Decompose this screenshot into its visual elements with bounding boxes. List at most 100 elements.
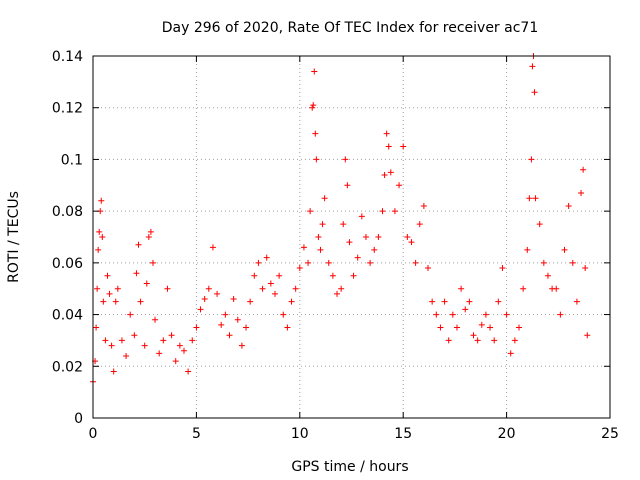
data-point (561, 246, 568, 253)
x-tick-label: 25 (601, 426, 619, 442)
data-point (137, 298, 144, 305)
data-point (396, 182, 403, 189)
data-point (381, 171, 388, 178)
data-point (354, 254, 361, 261)
data-point (313, 156, 320, 163)
data-point (247, 298, 254, 305)
data-point (516, 324, 523, 331)
data-point (526, 195, 533, 202)
data-point (99, 234, 106, 240)
data-point (106, 290, 113, 297)
data-point (540, 259, 547, 266)
plot-border (92, 55, 611, 419)
data-point (160, 337, 167, 344)
data-point (267, 280, 274, 287)
data-point (578, 190, 585, 197)
x-tick-label: 15 (394, 426, 412, 442)
data-point (147, 228, 154, 235)
data-point (205, 285, 212, 292)
data-point (305, 259, 312, 266)
data-point (98, 197, 105, 204)
data-point (580, 166, 587, 173)
data-point (280, 311, 287, 318)
data-point (584, 332, 591, 339)
data-point (243, 324, 250, 331)
x-tick-label: 10 (291, 426, 309, 442)
data-point (164, 285, 171, 292)
data-point (288, 298, 295, 305)
data-point (553, 285, 560, 292)
data-point (565, 202, 572, 209)
data-point (344, 182, 351, 189)
data-point (334, 290, 341, 297)
data-point (251, 272, 258, 279)
data-point (141, 342, 148, 349)
data-point (259, 285, 266, 292)
chart-title: Day 296 of 2020, Rate Of TEC Index for r… (162, 20, 538, 36)
y-tick-label: 0.14 (52, 49, 83, 65)
data-point (104, 272, 111, 279)
data-point (391, 208, 398, 215)
data-point (180, 347, 187, 354)
data-point (482, 311, 489, 318)
data-point (569, 259, 576, 266)
data-point (529, 63, 536, 70)
data-point (573, 298, 580, 305)
data-point (358, 213, 365, 220)
data-point (487, 324, 494, 331)
data-point (433, 311, 440, 318)
y-tick-label: 0.02 (52, 359, 83, 375)
data-point (201, 296, 208, 303)
data-point (532, 195, 539, 202)
data-point (145, 234, 152, 240)
data-point (309, 104, 316, 111)
data-point (102, 337, 109, 344)
data-point (416, 221, 423, 228)
data-point (218, 321, 225, 328)
data-point (449, 311, 456, 318)
data-point (520, 285, 527, 292)
data-point (340, 221, 347, 228)
data-point (379, 208, 386, 215)
data-point (222, 311, 229, 318)
data-point (234, 316, 241, 323)
y-tick-label: 0.08 (52, 204, 83, 220)
data-point (311, 68, 318, 75)
data-point (226, 332, 233, 339)
data-point (172, 358, 179, 365)
data-point (317, 246, 324, 253)
data-point (185, 368, 192, 375)
data-point (96, 228, 103, 235)
data-point (197, 306, 204, 313)
data-point (478, 321, 485, 328)
data-point (296, 265, 303, 272)
data-point (156, 350, 163, 357)
data-point (263, 254, 270, 261)
data-point (108, 342, 115, 349)
data-point (425, 265, 432, 272)
data-point (404, 234, 411, 240)
data-point (114, 285, 121, 292)
data-point (168, 332, 175, 339)
data-point (319, 221, 326, 228)
data-point (474, 337, 481, 344)
data-point (441, 298, 448, 305)
data-point (531, 89, 538, 96)
data-point (94, 285, 101, 292)
data-point (462, 306, 469, 313)
grid-lines (93, 56, 610, 418)
data-point (437, 324, 444, 331)
data-point (143, 280, 150, 287)
data-point (131, 332, 138, 339)
data-point (362, 234, 369, 240)
data-point (582, 265, 589, 272)
data-point (238, 342, 245, 349)
data-point (491, 337, 498, 344)
axis-ticks: 0 5 10 15 20 25 0 0.02 0.04 0.06 0.08 0.1 0.12 0.14 (52, 49, 619, 442)
data-point (338, 285, 345, 292)
data-point (400, 143, 407, 150)
data-point (503, 311, 510, 318)
y-tick-label: 0.06 (52, 256, 83, 272)
